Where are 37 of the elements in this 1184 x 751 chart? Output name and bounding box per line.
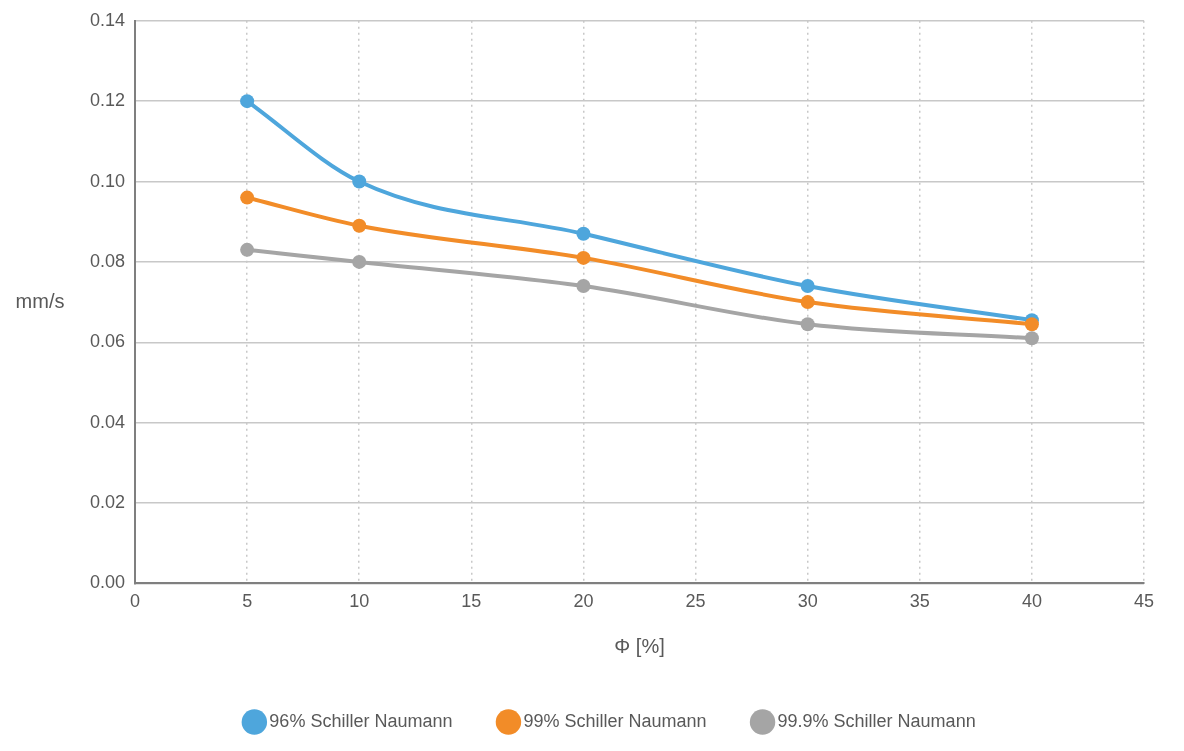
point (576, 226, 591, 241)
x-tick-label: 20 (573, 591, 594, 612)
x-tick-label: 30 (797, 591, 818, 612)
y-tick-label: 0.12 (89, 90, 126, 111)
point (352, 218, 367, 233)
x-tick-label: 40 (1021, 591, 1042, 612)
point (576, 279, 591, 294)
x-tick-label: 0 (130, 591, 141, 612)
x-tick-label: 25 (685, 591, 706, 612)
y-tick-label: 0.08 (89, 250, 126, 271)
x-tick-label: 10 (349, 591, 370, 612)
point (576, 250, 591, 265)
point (800, 317, 815, 332)
point (800, 295, 815, 310)
point (1024, 317, 1039, 332)
y-tick-label: 0.04 (89, 411, 126, 432)
x-tick-label: 15 (461, 591, 482, 612)
x-axis-title: Φ [%] (614, 634, 665, 657)
point (800, 279, 815, 294)
legend-label: 99.9% Schiller Naumann (777, 710, 976, 731)
x-tick-label: 45 (1133, 591, 1155, 612)
point (240, 94, 255, 109)
y-tick-label: 0.14 (89, 9, 126, 30)
point (240, 242, 255, 257)
y-tick-label: 0.10 (89, 170, 126, 191)
legend-label: 99% Schiller Naumann (523, 710, 707, 731)
point (240, 190, 255, 205)
x-tick-label: 5 (242, 591, 253, 612)
x-tick-label: 35 (909, 591, 930, 612)
y-tick-label: 0.06 (89, 331, 126, 352)
y-tick-label: 0.00 (89, 572, 126, 593)
y-tick-label: 0.02 (89, 492, 126, 512)
point (352, 254, 367, 269)
point (1024, 331, 1039, 346)
point (352, 174, 367, 189)
legend-label: 96% Schiller Naumann (269, 710, 453, 731)
y-axis-title: mm/s (15, 289, 65, 312)
